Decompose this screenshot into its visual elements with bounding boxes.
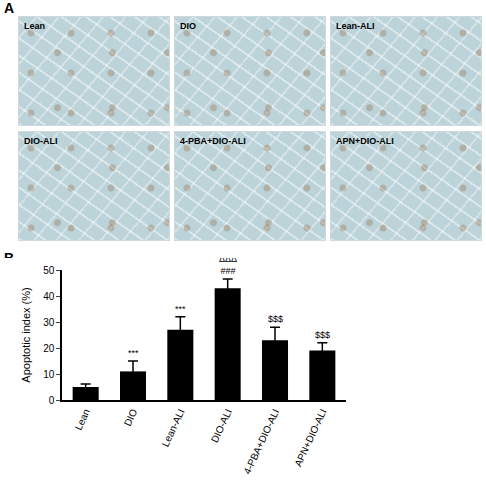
svg-text:10: 10 [43,369,55,380]
html-text:DIO: DIO [180,21,196,31]
svg-text:30: 30 [43,317,55,328]
svg-text:$$$: $$$ [315,330,330,340]
html-text:Lean-ALI: Lean-ALI [336,21,375,31]
svg-text:Lean-ALI: Lean-ALI [160,407,187,448]
svg-text:ΔΔΔ###: ΔΔΔ### [219,258,237,276]
html-text:4-PBA+DIO-ALI: 4-PBA+DIO-ALI [180,136,246,146]
html-text:B: B [4,250,15,266]
svg-text:40: 40 [43,291,55,302]
svg-text:***: *** [128,348,139,358]
svg-text:4-PBA+DIO-ALI: 4-PBA+DIO-ALI [241,407,281,476]
svg-text:DIO-ALI: DIO-ALI [209,407,234,444]
svg-text:***: *** [175,304,186,314]
svg-text:Apoptotic index (%): Apoptotic index (%) [20,287,32,382]
svg-text:APN+DIO-ALI: APN+DIO-ALI [292,407,328,468]
svg-text:$$$: $$$ [268,314,283,324]
html-text:DIO-ALI: DIO-ALI [24,136,58,146]
html-text:Lean: Lean [24,21,45,31]
html-text:APN+DIO-ALI: APN+DIO-ALI [336,136,394,146]
svg-text:Lean: Lean [73,407,92,432]
svg-text:20: 20 [43,343,55,354]
svg-text:50: 50 [43,265,55,276]
svg-text:0: 0 [49,395,55,406]
html-text:A: A [4,0,15,16]
svg-text:DIO: DIO [122,407,140,428]
